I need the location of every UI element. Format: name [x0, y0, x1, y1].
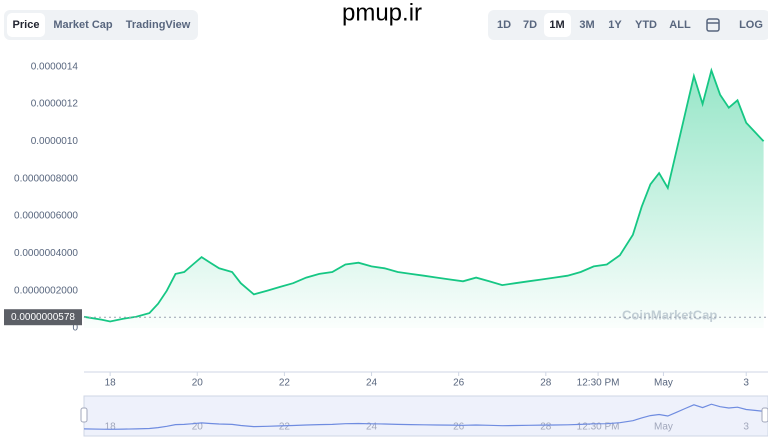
- range[interactable]: 7D: [523, 19, 537, 31]
- navigator-tick-label: 22: [279, 422, 291, 433]
- y-tick-label: 0: [72, 323, 78, 334]
- tab-bar: [4, 10, 198, 40]
- range[interactable]: 1D: [497, 19, 511, 31]
- navigator-handle: [761, 407, 768, 423]
- price-area: [84, 70, 764, 329]
- navigator[interactable]: [83, 395, 768, 437]
- x-tick-label: 24: [366, 378, 378, 389]
- range-selected: [544, 13, 571, 37]
- range[interactable]: YTD: [635, 19, 657, 31]
- calendar-icon[interactable]: [706, 18, 720, 32]
- y-tick-label: 0.0000004000: [14, 248, 78, 259]
- navigator-tick-label: May: [654, 422, 673, 433]
- x-tick-label: 12:30 PM: [577, 378, 620, 389]
- range[interactable]: 3M: [579, 19, 594, 31]
- price-marker-box: [4, 309, 82, 326]
- x-tick-label: May: [654, 378, 673, 389]
- y-tick-label: 0.0000002000: [14, 285, 78, 296]
- range[interactable]: 1M: [549, 19, 564, 31]
- y-tick-label: 0.0000008000: [14, 173, 78, 184]
- tab-selected: [7, 13, 45, 37]
- range[interactable]: 1Y: [608, 19, 622, 31]
- navigator-tick-label: 20: [192, 422, 204, 433]
- x-tick-label: 28: [540, 378, 552, 389]
- range[interactable]: ALL: [669, 19, 691, 31]
- navigator-tick-label: 12:30 PM: [577, 422, 620, 433]
- y-tick-label: 0.0000012: [31, 99, 79, 110]
- tab[interactable]: Price: [13, 19, 40, 31]
- navigator-tick-label: 28: [540, 422, 552, 433]
- navigator-handle: [80, 407, 88, 423]
- page-title: pmup.ir: [342, 0, 422, 26]
- y-tick-label: 0.0000006000: [14, 211, 78, 222]
- price-marker-label: 0.0000000578: [11, 312, 75, 323]
- navigator-tick-label: 26: [453, 422, 465, 433]
- x-tick-label: 22: [279, 378, 291, 389]
- y-tick-label: 0.0000010: [31, 136, 79, 147]
- y-tick-label: 0.0000014: [31, 61, 79, 72]
- navigator-tick-label: 3: [743, 422, 749, 433]
- price-line: [83, 67, 765, 323]
- x-tick-label: 3: [743, 378, 749, 389]
- navigator-tick-label: 18: [105, 422, 117, 433]
- tab[interactable]: TradingView: [126, 19, 191, 31]
- range[interactable]: LOG: [739, 19, 763, 31]
- navigator-tick-label: 24: [366, 422, 378, 433]
- x-tick-label: 26: [453, 378, 465, 389]
- x-tick-label: 20: [192, 378, 204, 389]
- tab[interactable]: Market Cap: [53, 19, 113, 31]
- navigator-line: [83, 403, 764, 430]
- x-tick-label: 18: [105, 378, 117, 389]
